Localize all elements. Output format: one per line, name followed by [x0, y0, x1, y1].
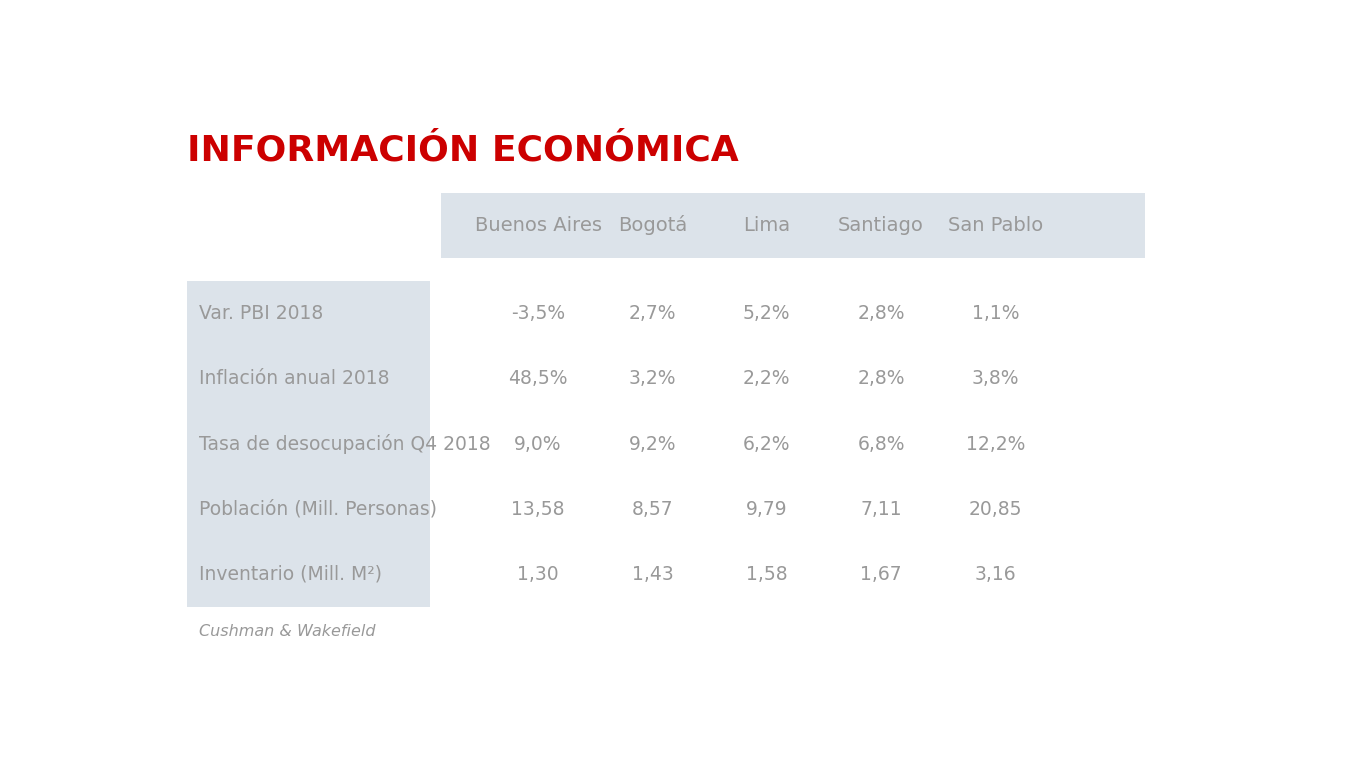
Text: INFORMACIÓN ECONÓMICA: INFORMACIÓN ECONÓMICA [187, 134, 739, 167]
Text: San Pablo: San Pablo [948, 216, 1044, 235]
Text: 2,2%: 2,2% [743, 369, 791, 389]
Text: 5,2%: 5,2% [743, 304, 791, 323]
Text: Santiago: Santiago [839, 216, 923, 235]
Text: 13,58: 13,58 [511, 499, 566, 518]
Text: 6,2%: 6,2% [743, 435, 791, 454]
Text: Buenos Aires: Buenos Aires [474, 216, 601, 235]
Text: 9,2%: 9,2% [628, 435, 676, 454]
FancyBboxPatch shape [187, 346, 430, 412]
Text: 48,5%: 48,5% [508, 369, 568, 389]
Text: 2,8%: 2,8% [858, 369, 904, 389]
Text: 2,8%: 2,8% [858, 304, 904, 323]
Text: 3,2%: 3,2% [628, 369, 676, 389]
Text: 20,85: 20,85 [968, 499, 1022, 518]
Text: Cushman & Wakefield: Cushman & Wakefield [199, 624, 376, 640]
Text: Bogotá: Bogotá [617, 215, 687, 235]
Text: 8,57: 8,57 [631, 499, 673, 518]
FancyBboxPatch shape [187, 541, 430, 607]
Text: 7,11: 7,11 [861, 499, 902, 518]
Text: 2,7%: 2,7% [628, 304, 676, 323]
Text: 1,58: 1,58 [746, 564, 788, 584]
Text: 12,2%: 12,2% [966, 435, 1024, 454]
Text: -3,5%: -3,5% [511, 304, 566, 323]
Text: 3,16: 3,16 [974, 564, 1016, 584]
Text: Inventario (Mill. M²): Inventario (Mill. M²) [199, 564, 382, 584]
FancyBboxPatch shape [187, 476, 430, 541]
FancyBboxPatch shape [187, 412, 430, 476]
Text: 3,8%: 3,8% [971, 369, 1019, 389]
Text: Población (Mill. Personas): Población (Mill. Personas) [199, 499, 437, 518]
FancyBboxPatch shape [441, 193, 1145, 258]
Text: Tasa de desocupación Q4 2018: Tasa de desocupación Q4 2018 [199, 434, 490, 454]
Text: 9,0%: 9,0% [515, 435, 561, 454]
Text: 9,79: 9,79 [746, 499, 788, 518]
Text: 1,1%: 1,1% [971, 304, 1019, 323]
Text: Var. PBI 2018: Var. PBI 2018 [199, 304, 324, 323]
Text: 1,43: 1,43 [631, 564, 673, 584]
Text: 6,8%: 6,8% [858, 435, 904, 454]
FancyBboxPatch shape [187, 281, 430, 346]
Text: 1,67: 1,67 [861, 564, 902, 584]
Text: Lima: Lima [743, 216, 791, 235]
Text: Inflación anual 2018: Inflación anual 2018 [199, 369, 389, 389]
Text: 1,30: 1,30 [518, 564, 559, 584]
